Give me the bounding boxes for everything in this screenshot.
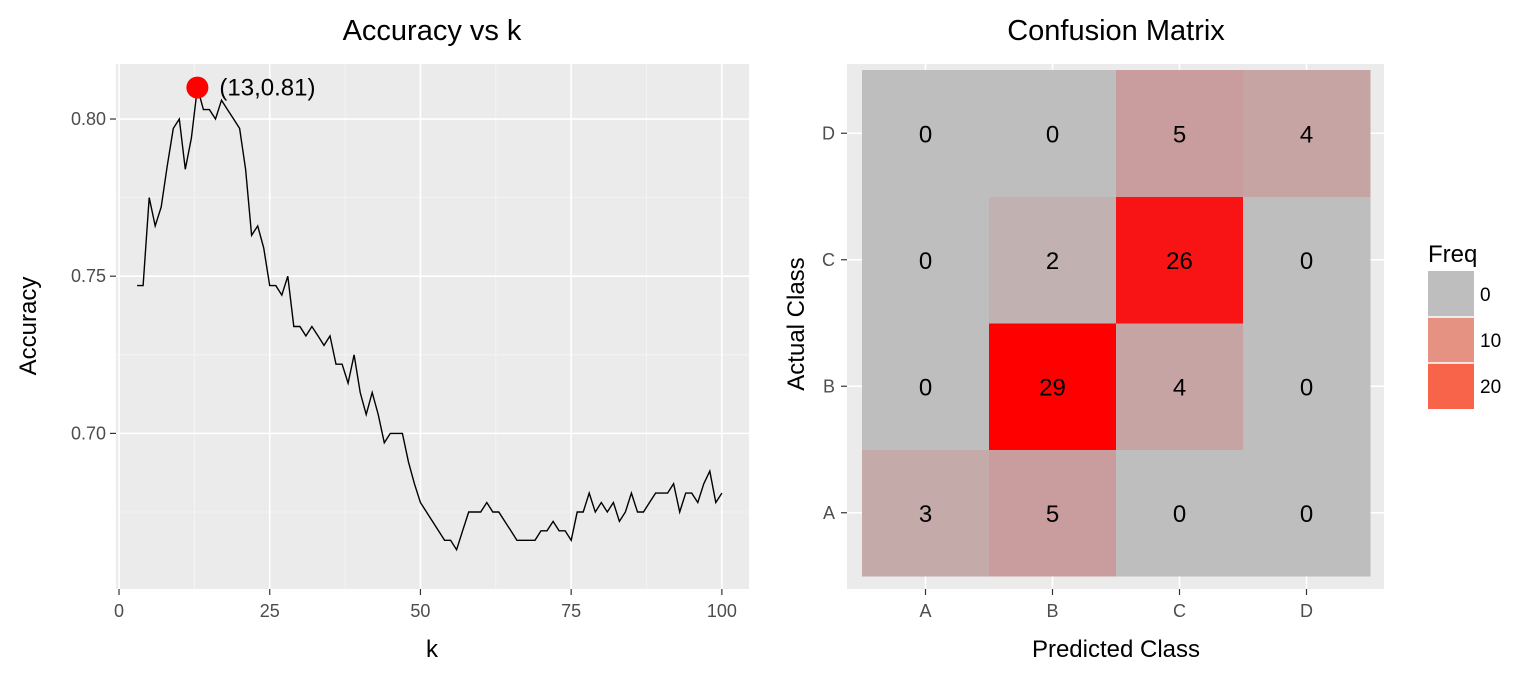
heatmap-y-axis-title: Actual Class <box>783 257 810 390</box>
heatmap-cell <box>1116 196 1244 324</box>
heatmap-cell-label: 3 <box>919 501 932 528</box>
heatmap-cell <box>1116 70 1244 197</box>
legend-label: 0 <box>1480 285 1491 306</box>
line-minor-grid <box>116 64 749 589</box>
legend-title: Freq <box>1428 241 1477 268</box>
line-y-tick-label: 0.75 <box>71 266 106 286</box>
heatmap-x-tick-label: C <box>1173 601 1186 621</box>
heatmap-cell <box>1116 323 1244 450</box>
heatmap-cell-label: 0 <box>1173 501 1186 528</box>
heatmap-y-axis-ticks: A B C D <box>822 123 847 523</box>
heatmap-cell <box>989 323 1117 450</box>
legend-entries: 0 10 20 <box>1428 271 1501 409</box>
line-x-tick-label: 50 <box>410 601 430 621</box>
heatmap-cell <box>989 449 1117 577</box>
heatmap-cell-label: 0 <box>919 248 932 275</box>
heatmap-cell <box>862 323 990 450</box>
heatmap-cell-label: 5 <box>1173 121 1186 148</box>
heatmap-cell <box>862 70 990 197</box>
legend-swatch <box>1428 271 1474 317</box>
heatmap-x-axis-ticks: A B C D <box>919 589 1313 621</box>
heatmap-cell-label: 4 <box>1173 374 1186 401</box>
heatmap-x-tick-label: A <box>919 601 931 621</box>
heatmap-y-tick-label: B <box>823 376 835 396</box>
legend-label: 20 <box>1480 377 1501 398</box>
heatmap-cell-label: 0 <box>919 374 932 401</box>
heatmap-cell <box>1243 70 1371 197</box>
heatmap-cell <box>1243 449 1371 577</box>
heatmap-cell-label: 2 <box>1046 248 1059 275</box>
line-chart-title: Accuracy vs k <box>343 15 522 47</box>
legend-label: 10 <box>1480 331 1501 352</box>
freq-legend: Freq 0 10 20 <box>1428 241 1501 409</box>
line-x-axis-title: k <box>426 636 439 663</box>
heatmap-y-tick-label: A <box>823 503 835 523</box>
accuracy-series-line <box>137 87 723 552</box>
heatmap-x-tick-label: D <box>1300 601 1313 621</box>
heatmap-cell <box>989 196 1117 324</box>
line-x-tick-label: 100 <box>707 601 737 621</box>
line-x-tick-label: 0 <box>114 601 124 621</box>
heatmap-cell <box>989 70 1117 197</box>
line-y-axis-title: Accuracy <box>15 277 42 376</box>
heatmap-cell <box>1243 196 1371 324</box>
heatmap-cell <box>1116 449 1244 577</box>
heatmap-cell-label: 0 <box>919 121 932 148</box>
heatmap-cell-label: 0 <box>1300 374 1313 401</box>
best-k-point <box>186 76 209 99</box>
heatmap-cells: 3 5 0 0 0 29 4 0 0 2 26 0 0 0 5 4 <box>862 70 1371 577</box>
heatmap-x-axis-title: Predicted Class <box>1032 636 1200 663</box>
heatmap-cell <box>862 196 990 324</box>
heatmap-cell-label: 29 <box>1039 374 1066 401</box>
heatmap-cell-label: 26 <box>1166 248 1193 275</box>
heatmap-cell-label: 0 <box>1300 501 1313 528</box>
line-y-tick-label: 0.70 <box>71 423 106 443</box>
line-x-tick-label: 75 <box>561 601 581 621</box>
heatmap-cell-label: 4 <box>1300 121 1313 148</box>
line-y-tick-label: 0.80 <box>71 109 106 129</box>
heatmap-chart-title: Confusion Matrix <box>1007 15 1225 47</box>
heatmap-cell-label: 5 <box>1046 501 1059 528</box>
heatmap-x-tick-label: B <box>1046 601 1058 621</box>
line-y-axis-ticks: 0.70 0.75 0.80 <box>71 109 116 443</box>
heatmap-y-tick-label: C <box>822 250 835 270</box>
heatmap-y-tick-label: D <box>822 123 835 143</box>
line-x-tick-label: 25 <box>260 601 280 621</box>
heatmap-cell-label: 0 <box>1300 248 1313 275</box>
heatmap-cell-label: 0 <box>1046 121 1059 148</box>
line-x-axis-ticks: 0 25 50 75 100 <box>114 589 737 621</box>
heatmap-cell <box>862 449 990 577</box>
accuracy-line-panel: (13,0.81) 0 25 50 75 100 0.70 0.75 0.80 Accura… <box>15 15 749 663</box>
best-k-annotation: (13,0.81) <box>219 75 315 102</box>
legend-swatch <box>1428 317 1474 363</box>
line-plot-background <box>116 64 749 589</box>
heatmap-cell <box>1243 323 1371 450</box>
legend-swatch <box>1428 363 1474 409</box>
confusion-matrix-panel: 3 5 0 0 0 29 4 0 0 2 26 0 0 0 5 4 A B C D A B C D Confusion M… <box>783 15 1384 663</box>
